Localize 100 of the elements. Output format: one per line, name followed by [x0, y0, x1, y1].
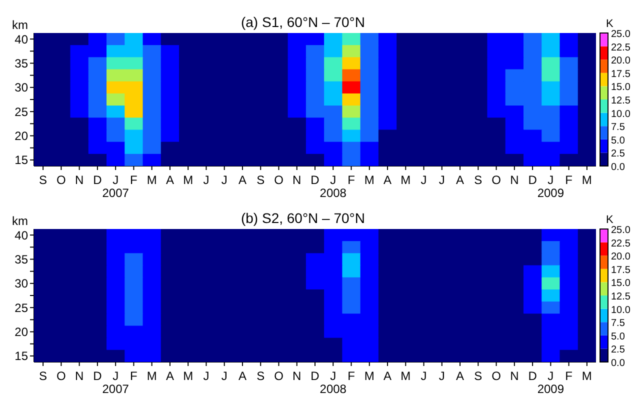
x-tick-label: A	[238, 369, 246, 383]
x-tick-label: M	[582, 369, 592, 383]
x-tick-label: F	[565, 369, 572, 383]
x-tick-label: D	[528, 369, 538, 383]
x-tick-label: D	[310, 173, 320, 187]
color-bar-label: 0.0	[611, 358, 626, 369]
color-bar-label: 10.0	[611, 304, 631, 316]
x-tick-label: N	[74, 369, 84, 383]
x-tick-label: O	[492, 369, 501, 383]
x-tick-label: N	[74, 173, 84, 187]
color-bar-label: 17.5	[611, 68, 631, 80]
x-tick-label: J	[438, 173, 445, 187]
color-bar-label: 22.5	[611, 238, 631, 250]
color-bar-label: 20.0	[611, 56, 631, 67]
x-tick-label: S	[256, 369, 265, 383]
x-tick-label: M	[146, 173, 157, 187]
color-bar-label: 25.0	[611, 29, 631, 40]
x-tick-label: F	[348, 369, 355, 383]
x-tick-label: D	[93, 173, 102, 187]
x-tick-label: F	[130, 369, 138, 383]
x-tick-label: S	[39, 173, 48, 187]
y-tick-label: 15	[14, 349, 28, 364]
x-tick-label: N	[292, 369, 302, 383]
y-tick-label: 20	[14, 129, 28, 144]
color-bar-title: K	[606, 214, 614, 226]
x-tick-label: N	[292, 173, 302, 187]
x-tick-label: M	[183, 369, 194, 383]
x-tick-label: J 2008	[320, 369, 347, 396]
x-tick-label: O	[274, 173, 284, 187]
x-tick-label: D	[310, 369, 320, 383]
chart-title: (b) S2, 60°N – 70°N	[240, 210, 366, 226]
x-tick-label: J 2007	[102, 369, 130, 396]
x-tick-label: J	[203, 173, 210, 187]
color-bar-label: 2.5	[611, 148, 626, 160]
color-bar-label: 17.5	[611, 264, 631, 276]
y-tick-label: 35	[14, 56, 28, 70]
x-tick-label: S	[474, 369, 482, 383]
color-bar-label: 12.5	[611, 96, 631, 106]
x-tick-label: A	[384, 173, 392, 187]
x-tick-label: D	[93, 369, 102, 383]
x-tick-label: A	[166, 173, 174, 187]
color-bar-label: 15.0	[611, 278, 631, 290]
y-tick-label: 20	[14, 325, 28, 340]
y-tick-label: 35	[14, 252, 28, 266]
x-tick-label: S	[256, 173, 265, 187]
x-tick-label: J	[221, 173, 228, 187]
x-tick-label: J	[420, 369, 427, 383]
x-tick-label: J	[420, 173, 427, 187]
x-tick-label: S	[39, 369, 48, 383]
x-tick-label: A	[456, 173, 464, 187]
x-tick-label: M	[582, 173, 592, 187]
y-tick-label: 30	[14, 276, 28, 291]
x-tick-label: A	[166, 369, 174, 383]
y-axis-title: km	[12, 214, 28, 228]
color-bar-label: 12.5	[611, 292, 631, 302]
x-tick-label: D	[528, 173, 538, 187]
x-tick-label: J 2007	[102, 173, 130, 200]
color-bar-label: 15.0	[611, 82, 631, 94]
x-tick-label: A	[384, 369, 392, 383]
x-tick-label: A	[238, 173, 246, 187]
chart-title: (a) S1, 60°N – 70°N	[240, 14, 366, 30]
x-tick-label: F	[348, 173, 355, 187]
color-bar-label: 20.0	[611, 252, 631, 263]
x-tick-label: O	[492, 173, 501, 187]
y-tick-label: 40	[14, 32, 28, 46]
color-bar-title: K	[606, 18, 614, 30]
x-tick-label: M	[364, 369, 374, 383]
color-bar-label: 10.0	[611, 108, 631, 120]
x-tick-label: J	[438, 369, 445, 383]
y-axis-title: km	[12, 18, 28, 32]
color-bar-label: 7.5	[611, 122, 626, 134]
color-bar-label: 25.0	[611, 225, 631, 236]
x-tick-label: M	[183, 173, 194, 187]
x-tick-label: N	[510, 369, 519, 383]
x-tick-label: O	[56, 173, 66, 187]
color-bar-label: 7.5	[611, 318, 626, 330]
color-bar-label: 5.0	[611, 331, 626, 342]
x-tick-label: J	[221, 369, 228, 383]
x-tick-label: J	[203, 369, 210, 383]
color-bar-label: 0.0	[611, 162, 626, 173]
x-tick-label: O	[274, 369, 284, 383]
x-tick-label: J 2008	[320, 173, 347, 200]
y-tick-label: 25	[14, 300, 28, 315]
x-tick-label: M	[146, 369, 157, 383]
y-tick-label: 30	[14, 80, 28, 95]
x-tick-label: O	[56, 369, 66, 383]
x-tick-label: A	[456, 369, 464, 383]
x-tick-label: F	[565, 173, 572, 187]
x-tick-label: J 2009	[537, 369, 564, 396]
y-tick-label: 25	[14, 104, 28, 119]
x-tick-label: S	[474, 173, 482, 187]
x-tick-label: F	[130, 173, 138, 187]
y-tick-label: 15	[14, 153, 28, 168]
y-tick-label: 40	[14, 228, 28, 242]
x-tick-label: N	[510, 173, 519, 187]
x-tick-label: J 2009	[537, 173, 564, 200]
x-tick-label: M	[400, 369, 411, 383]
color-bar-label: 5.0	[611, 135, 626, 146]
x-tick-label: M	[364, 173, 374, 187]
x-tick-label: M	[400, 173, 411, 187]
